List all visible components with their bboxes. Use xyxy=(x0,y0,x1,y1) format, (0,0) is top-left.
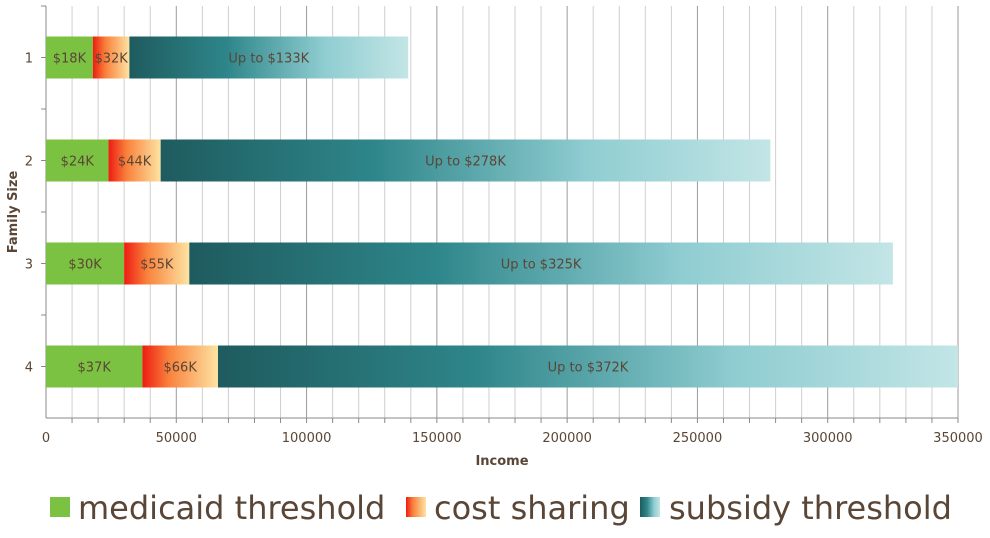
data-label: $37K xyxy=(78,361,112,376)
data-label: Up to $133K xyxy=(228,52,309,67)
y-tick-label: 1 xyxy=(25,52,33,67)
tick-labels: 0 50000 100000 150000 200000 250000 300000 3500… xyxy=(25,52,983,447)
bar-medicaid-threshold xyxy=(46,242,125,285)
legend-swatch xyxy=(640,497,660,517)
legend-swatch xyxy=(406,497,426,517)
bar-cost-sharing xyxy=(108,139,161,182)
bar-subsidy-threshold xyxy=(217,345,958,388)
data-label: $44K xyxy=(118,155,152,170)
data-label: $18K xyxy=(53,52,87,67)
data-label: $24K xyxy=(61,155,95,170)
bar-subsidy-threshold xyxy=(189,242,893,285)
data-label: Up to $372K xyxy=(548,361,629,376)
data-label: Up to $278K xyxy=(425,155,506,170)
data-label: $32K xyxy=(94,52,128,67)
bar-subsidy-threshold xyxy=(129,36,409,79)
bar-medicaid-threshold xyxy=(46,345,143,388)
data-label: $55K xyxy=(140,258,174,273)
bar-cost-sharing xyxy=(92,36,130,79)
data-label: $30K xyxy=(68,258,102,273)
y-tick-label: 2 xyxy=(25,155,33,170)
x-tick-label: 300000 xyxy=(803,431,853,446)
data-label: $66K xyxy=(164,361,198,376)
legend-swatch xyxy=(50,497,70,517)
legend-label: subsidy threshold xyxy=(669,489,952,527)
x-tick-label: 100000 xyxy=(282,431,332,446)
bar-medicaid-threshold xyxy=(46,139,109,182)
x-tick-label: 150000 xyxy=(412,431,462,446)
bar-subsidy-threshold xyxy=(160,139,771,182)
x-tick-label: 350000 xyxy=(933,431,983,446)
bar-cost-sharing xyxy=(142,345,218,388)
bar-medicaid-threshold xyxy=(46,36,93,79)
y-tick-label: 3 xyxy=(25,258,33,273)
legend: medicaid threshold cost sharing subsidy th… xyxy=(50,489,952,527)
x-tick-label: 0 xyxy=(42,431,50,446)
bar-cost-sharing xyxy=(124,242,190,285)
legend-label: medicaid threshold xyxy=(78,489,385,527)
x-tick-label: 50000 xyxy=(156,431,197,446)
x-axis-title: Income xyxy=(475,454,528,469)
legend-label: cost sharing xyxy=(434,489,630,527)
data-label: Up to $325K xyxy=(501,258,582,273)
y-tick-label: 4 xyxy=(25,361,33,376)
x-tick-label: 250000 xyxy=(673,431,723,446)
bars: $18K $32K Up to $133K $24K $44K Up to $278K $3… xyxy=(46,36,958,388)
y-axis-title: Family Size xyxy=(6,171,21,254)
x-tick-label: 200000 xyxy=(542,431,592,446)
